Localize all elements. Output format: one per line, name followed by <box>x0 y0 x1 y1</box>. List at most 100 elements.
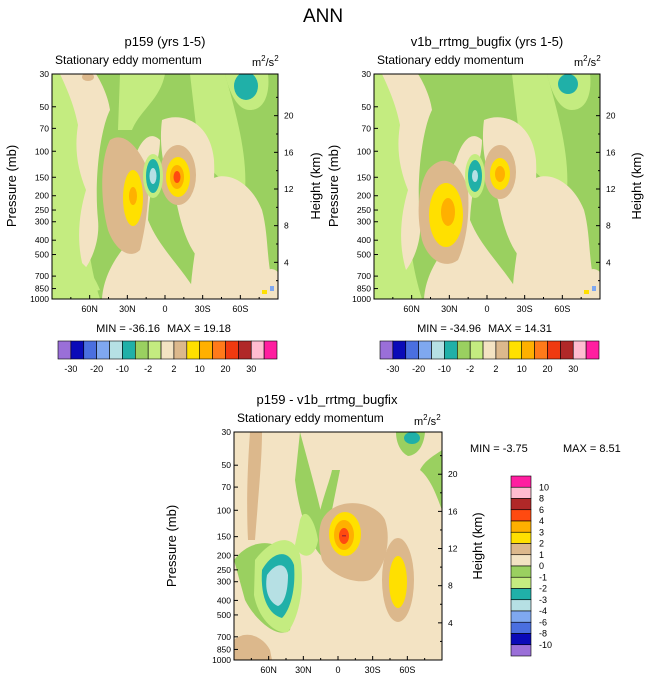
colorbar-c-swatch <box>510 475 532 488</box>
panel-b-units: m2/s2 <box>574 54 601 69</box>
panel-b-y2label: Height (km) <box>629 152 644 219</box>
colorbar-a-label: -30 <box>64 364 77 374</box>
panel-a-y2tick-label: 20 <box>284 111 294 121</box>
panel-c-xtick-label: 30N <box>295 665 312 675</box>
panel-b-xtick-label: 60S <box>554 304 570 314</box>
colorbar-b-label: -30 <box>386 364 399 374</box>
panel-b: v1b_rrtmg_bugfix (yrs 1-5) Stationary ed… <box>326 34 644 335</box>
colorbar-a-swatch <box>134 340 149 360</box>
panel-a-y2tick-label: 12 <box>284 184 294 194</box>
panel-b-ytick-label: 400 <box>357 235 371 245</box>
panel-a-ytick-label: 1000 <box>30 294 49 304</box>
colorbar-a-label: -20 <box>90 364 103 374</box>
colorbar-a-swatch <box>225 340 239 360</box>
colorbar-c-label: 8 <box>539 494 544 504</box>
panel-c-ytick-label: 200 <box>217 550 231 560</box>
colorbar-b-swatch <box>508 340 523 360</box>
colorbar-a-swatch <box>212 340 226 360</box>
colorbar-b-swatch <box>444 340 458 360</box>
panel-a-y2tick-label: 4 <box>284 257 289 267</box>
panel-b-ytick-label: 30 <box>362 69 372 79</box>
colorbar-b-label: -20 <box>412 364 425 374</box>
panel-b-ytick-label: 150 <box>357 172 371 182</box>
colorbar-b-label: -10 <box>438 364 451 374</box>
colorbar-a-swatch <box>147 340 162 360</box>
panel-a-ytick-label: 200 <box>35 191 49 201</box>
colorbar-c-swatch <box>510 588 532 601</box>
colorbar-c-label: -1 <box>539 572 547 582</box>
colorbar-b-swatch <box>572 340 587 360</box>
panel-b-xtick-label: 60N <box>403 304 420 314</box>
colorbar-a-swatch <box>263 340 278 360</box>
panel-a-xtick-label: 60S <box>232 304 248 314</box>
panel-a-ytick-label: 150 <box>35 172 49 182</box>
colorbar-a-label: 30 <box>246 364 256 374</box>
panel-c-ylabel: Pressure (mb) <box>164 505 179 587</box>
panel-a-subtitle: Stationary eddy momentum <box>55 53 202 67</box>
panel-b-xtick-label: 0 <box>484 304 489 314</box>
panel-b-xtick-label: 30N <box>441 304 458 314</box>
colorbar-a-swatch <box>250 340 265 360</box>
colorbar-c-label: 10 <box>539 482 549 492</box>
colorbar-c-swatch <box>510 520 532 533</box>
panel-a-plot <box>52 74 278 299</box>
panel-b-y2tick-label: 4 <box>606 257 611 267</box>
panel-c-ytick-label: 250 <box>217 565 231 575</box>
panel-a-xtick-label: 30N <box>119 304 136 314</box>
colorbar-c-swatch <box>510 621 532 634</box>
panel-b-y2tick-label: 16 <box>606 147 616 157</box>
colorbar-b-swatch <box>482 340 497 360</box>
panel-a-ylabel: Pressure (mb) <box>4 145 19 227</box>
panel-b-ytick-label: 250 <box>357 205 371 215</box>
colorbar-c-label: -3 <box>539 595 547 605</box>
panel-a-title: p159 (yrs 1-5) <box>125 34 206 49</box>
colorbar-b-swatch <box>534 340 548 360</box>
panel-a-y2tick-label: 16 <box>284 147 294 157</box>
colorbar-c-label: -10 <box>539 640 552 650</box>
panel-a-ytick-label: 850 <box>35 284 49 294</box>
colorbar-c-swatch <box>510 498 532 511</box>
panel-a-ytick-label: 100 <box>35 146 49 156</box>
panel-c-y2tick-label: 8 <box>448 581 453 591</box>
colorbar-c-label: 4 <box>539 516 544 526</box>
colorbar-c-swatch <box>510 565 532 578</box>
colorbar-b-swatch <box>431 340 445 360</box>
panel-b-min: MIN = -34.96 <box>417 323 481 335</box>
colorbar-c-label: 2 <box>539 539 544 549</box>
colorbar-b-label: 2 <box>493 364 498 374</box>
panel-c-ytick-label: 50 <box>222 460 232 470</box>
panel-a-ytick-label: 300 <box>35 217 49 227</box>
panel-b-ytick-label: 50 <box>362 102 372 112</box>
panel-b-y2tick-label: 12 <box>606 184 616 194</box>
panel-c-min: MIN = -3.75 <box>470 443 528 455</box>
panel-b-xtick-label: 30S <box>517 304 533 314</box>
panel-c-xtick-label: 60S <box>399 665 415 675</box>
panel-c-xtick-label: 60N <box>260 665 277 675</box>
panel-c-ytick-label: 700 <box>217 632 231 642</box>
panel-b-ytick-label: 70 <box>362 123 372 133</box>
panel-b-ytick-label: 100 <box>357 146 371 156</box>
panel-b-ytick-label: 300 <box>357 217 371 227</box>
colorbar-c-swatch <box>510 554 532 567</box>
colorbar-a-swatch <box>160 340 175 360</box>
colorbar-c-label: -8 <box>539 629 547 639</box>
colorbar-b-swatch <box>379 340 394 360</box>
panel-c-subtitle: Stationary eddy momentum <box>237 411 384 425</box>
colorbar-a-swatch <box>109 340 123 360</box>
colorbar-b-label: 30 <box>568 364 578 374</box>
colorbar-a-label: -2 <box>144 364 152 374</box>
panel-a-ytick-label: 400 <box>35 235 49 245</box>
panel-c-ytick-label: 30 <box>222 427 232 437</box>
panel-c-ytick-label: 300 <box>217 577 231 587</box>
panel-a-ytick-label: 700 <box>35 271 49 281</box>
colorbar-a-swatch <box>238 340 252 360</box>
colorbar-c-swatch <box>510 531 532 544</box>
panel-b-ytick-label: 700 <box>357 271 371 281</box>
panel-b-ytick-label: 200 <box>357 191 371 201</box>
colorbar-c-label: 3 <box>539 527 544 537</box>
panel-a: p159 (yrs 1-5) Stationary eddy momentum … <box>4 34 323 335</box>
colorbar-b-label: 20 <box>542 364 552 374</box>
colorbar-a-swatch <box>70 340 85 360</box>
